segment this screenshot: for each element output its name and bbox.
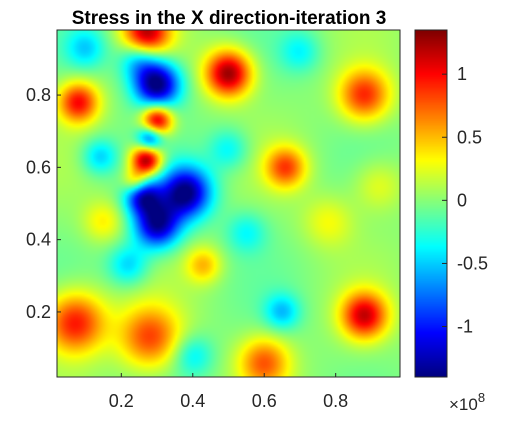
- colorbar-ticks: 1 0.5 0 -0.5 -1: [442, 64, 488, 336]
- colorbar: 1 0.5 0 -0.5 -1 ×108: [415, 30, 488, 414]
- y-tick-label: 0.8: [26, 85, 51, 105]
- colorbar-tick-label: -0.5: [457, 253, 488, 273]
- colorbar-exponent-power: 8: [478, 390, 485, 405]
- y-tick-label: 0.4: [26, 230, 51, 250]
- y-tick-label: 0.2: [26, 302, 51, 322]
- colorbar-exponent-base: ×10: [449, 395, 478, 414]
- chart-title: Stress in the X direction-iteration 3: [72, 8, 387, 29]
- y-axis: 0.2 0.4 0.6 0.8: [26, 85, 61, 322]
- y-tick-label: 0.6: [26, 157, 51, 177]
- colorbar-tick-label: 0.5: [457, 127, 482, 147]
- colorbar-image: [415, 30, 447, 377]
- plot-area: 0.2 0.4 0.6 0.8 0.2 0.4 0.6 0.8: [26, 30, 400, 411]
- x-tick-label: 0.2: [109, 391, 134, 411]
- x-tick-label: 0.8: [323, 391, 348, 411]
- heatmap-image: [57, 30, 400, 377]
- colorbar-tick-label: 0: [457, 190, 467, 210]
- x-tick-label: 0.4: [180, 391, 205, 411]
- colorbar-tick-label: -1: [457, 317, 473, 337]
- colorbar-exponent: ×108: [449, 390, 485, 414]
- colorbar-tick-label: 1: [457, 64, 467, 84]
- x-axis: 0.2 0.4 0.6 0.8: [109, 373, 348, 411]
- x-tick-label: 0.6: [252, 391, 277, 411]
